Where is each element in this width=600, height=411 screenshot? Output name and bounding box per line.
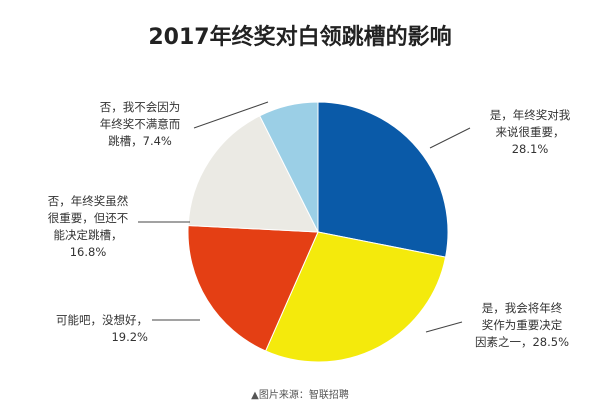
slice-label-line: 否，年终奖虽然	[48, 194, 129, 208]
slice-label-line: 是，年终奖对我	[490, 108, 571, 122]
leader-line-5	[193, 101, 269, 129]
slice-label-3: 可能吧，没想好， 19.2%	[56, 313, 148, 344]
leader-line-2	[425, 321, 463, 333]
pie-slice-4	[187, 115, 319, 233]
slice-label-line: 是，我会将年终	[482, 301, 563, 315]
slice-label-4: 否，年终奖虽然很重要，但还不能决定跳槽， 16.8%	[48, 194, 129, 259]
slice-label-line: 跳槽，7.4%	[108, 134, 172, 148]
leader-line-1	[429, 127, 471, 149]
pie-slices	[187, 101, 449, 363]
slice-label-2: 是，我会将年终奖作为重要决定因素之一，28.5%	[475, 301, 569, 349]
chart-title: 2017年终奖对白领跳槽的影响	[148, 24, 451, 50]
slice-label-line: 28.1%	[512, 142, 549, 156]
slice-label-line: 可能吧，没想好，	[56, 313, 148, 327]
slice-label-line: 年终奖不满意而	[100, 117, 181, 131]
slice-label-line: 否，我不会因为	[100, 100, 181, 114]
pie-slice-5	[259, 101, 319, 233]
slice-label-5: 否，我不会因为年终奖不满意而跳槽，7.4%	[100, 100, 181, 148]
slice-labels: 是，年终奖对我来说很重要， 28.1% 是，我会将年终奖作为重要决定因素之一，28.…	[48, 100, 571, 349]
pie-slice-2	[264, 231, 447, 363]
leader-lines	[138, 101, 471, 333]
slice-label-line: 能决定跳槽，	[54, 228, 123, 242]
slice-label-line: 来说很重要，	[496, 125, 565, 139]
pie-slice-1	[317, 101, 449, 258]
source-caption: ▲图片来源：智联招聘	[251, 388, 349, 401]
pie-slice-3	[187, 224, 319, 352]
slice-label-1: 是，年终奖对我来说很重要， 28.1%	[490, 108, 571, 156]
slice-label-line: 16.8%	[70, 245, 107, 259]
slice-label-line: 19.2%	[111, 330, 148, 344]
slice-label-line: 很重要，但还不	[48, 211, 129, 225]
slice-label-line: 奖作为重要决定	[482, 318, 563, 332]
slice-label-line: 因素之一，28.5%	[475, 335, 569, 349]
